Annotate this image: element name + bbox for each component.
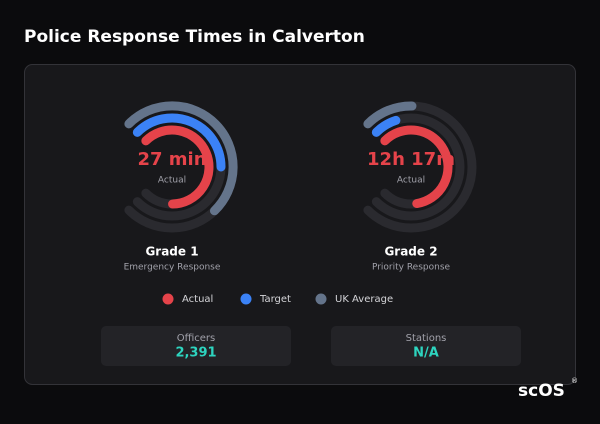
- brand-mark: ®: [571, 377, 578, 385]
- gauge-arc: [371, 115, 401, 137]
- stat-box: [331, 326, 521, 366]
- gauge-caption: Actual: [158, 176, 186, 186]
- legend-label: Actual: [182, 294, 213, 305]
- gauge-arc: [124, 101, 238, 216]
- gauge-title: Grade 2: [384, 245, 437, 259]
- gauge-caption: Actual: [397, 176, 425, 186]
- legend-swatch: [240, 293, 252, 305]
- page-title: Police Response Times in Calverton: [24, 27, 365, 47]
- gauge-subtitle: Emergency Response: [124, 263, 221, 273]
- gauge-arc: [132, 113, 226, 172]
- gauge-value: 12h 17m: [367, 149, 455, 170]
- gauge-value: 27 min: [137, 149, 206, 170]
- stat-box: [101, 326, 291, 366]
- legend-label: UK Average: [335, 294, 393, 305]
- stat-value: N/A: [413, 346, 439, 361]
- gauge-arc: [141, 125, 214, 209]
- gauge-title: Grade 1: [145, 245, 198, 259]
- stat-label: Stations: [406, 333, 447, 344]
- gauge-subtitle: Priority Response: [372, 263, 451, 273]
- gauge-arc: [380, 125, 453, 209]
- stat-label: Officers: [177, 333, 216, 344]
- legend-swatch: [162, 293, 174, 305]
- gauge-arc: [363, 101, 417, 129]
- stat-value: 2,391: [175, 346, 216, 361]
- gauge-track: [371, 113, 465, 221]
- legend-label: Target: [259, 294, 291, 305]
- legend-swatch: [315, 293, 327, 305]
- brand-logo: scOS: [518, 381, 565, 401]
